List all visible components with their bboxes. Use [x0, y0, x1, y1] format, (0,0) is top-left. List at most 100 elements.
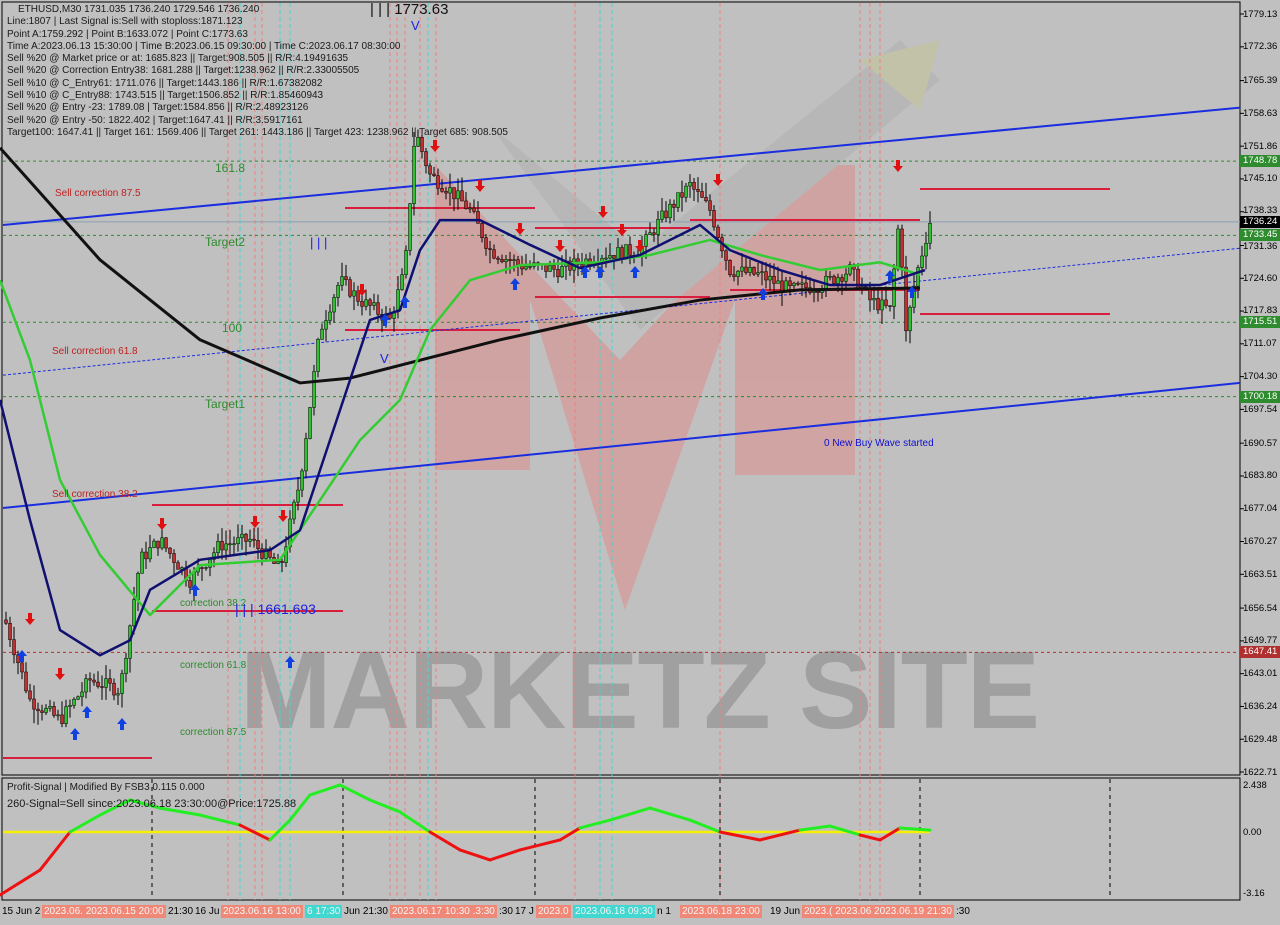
candle-body [424, 151, 428, 167]
candle-body [40, 710, 44, 713]
candle-body [788, 280, 792, 286]
buy-arrow-icon [70, 728, 80, 740]
candle-body [76, 696, 80, 700]
y-tick-label: 1724.60 [1243, 272, 1278, 284]
candle-body [200, 567, 204, 569]
ma-green-line [0, 238, 921, 617]
time-axis-label: :30 [956, 906, 970, 917]
arrow-up-shape [885, 270, 895, 282]
y-tick-label: 1751.86 [1243, 140, 1278, 152]
candle-body [104, 678, 108, 688]
candle-body [240, 533, 244, 538]
sell-arrow-icon [617, 224, 627, 236]
candle-body [484, 237, 488, 249]
arrow-up-shape [285, 656, 295, 668]
y-tick-label: 1629.48 [1243, 733, 1278, 745]
candle-body [656, 219, 660, 235]
indicator-info: Profit-Signal | Modified By FSB3 0.115 0… [7, 780, 296, 812]
sell-arrow-icon [250, 516, 260, 528]
sell-arrow-icon [475, 180, 485, 192]
signal-segment [688, 818, 722, 834]
candle-body [612, 255, 616, 259]
arrow-up-shape [400, 296, 410, 308]
level-price-box: 1647.41 [1240, 646, 1280, 659]
candle-body [108, 678, 112, 684]
buy-arrow-icon [580, 266, 590, 278]
candle-body [776, 280, 780, 284]
candle-body [760, 271, 764, 273]
buy-arrow-icon [285, 656, 295, 668]
candle-body [804, 282, 808, 288]
candle-body [232, 543, 236, 546]
y-tick-label: 1711.07 [1243, 338, 1277, 350]
candle-body [660, 210, 664, 220]
y-tick-label: 1690.57 [1243, 437, 1278, 449]
candle-body [372, 302, 376, 306]
time-axis-label: 16 Ju [195, 906, 220, 917]
chart-annotation: | | | 1661.693 [235, 601, 316, 617]
candle-body [504, 259, 508, 263]
signal-segment [428, 830, 462, 852]
candle-body [608, 255, 612, 259]
info-line: Target100: 1647.41 || Target 161: 1569.4… [7, 126, 508, 138]
candle-body [696, 189, 700, 192]
indicator-signal: 260-Signal=Sell since:2023.06.18 23:30:0… [7, 798, 297, 810]
candle-body [92, 679, 96, 683]
signal-segment [98, 798, 132, 817]
candle-body [704, 197, 708, 202]
candle-body [708, 200, 712, 211]
candle-body [500, 259, 504, 263]
buy-arrow-icon [117, 718, 127, 730]
candle-body [464, 200, 468, 209]
candle-body [884, 299, 888, 306]
candle-body [768, 275, 772, 281]
candle-body [880, 299, 884, 311]
time-axis-label: 2023.06.18 09:30 [573, 905, 655, 918]
candle-body [236, 537, 240, 545]
candle-body [324, 320, 328, 330]
candle-body [568, 260, 572, 271]
y-tick-label: 1704.30 [1243, 371, 1278, 383]
candle-body [904, 266, 908, 332]
signal-segment [158, 806, 202, 817]
candle-body [28, 690, 32, 700]
candle-body [24, 671, 28, 692]
candle-body [616, 247, 620, 259]
candle-body [112, 682, 116, 696]
y-tick-label: 1765.39 [1243, 75, 1278, 87]
candle-body [8, 622, 12, 640]
chart-annotation: V [380, 351, 389, 366]
time-axis-label: 2023.06. 2023.06.15 20:00 [42, 905, 166, 918]
current-price-box: 1736.24 [1240, 215, 1280, 228]
arrow-up-shape [630, 266, 640, 278]
sell-arrow-icon [357, 284, 367, 296]
candle-body [152, 540, 156, 548]
arrow-down-shape [357, 284, 367, 296]
candle-body [168, 547, 172, 554]
candle-body [360, 301, 364, 307]
arrow-up-shape [380, 314, 390, 326]
candle-body [124, 657, 128, 674]
candle-body [652, 232, 656, 235]
buy-arrow-icon [380, 314, 390, 326]
signal-segment [308, 783, 342, 797]
candle-body [472, 207, 476, 212]
sell-arrow-icon [635, 240, 645, 252]
sell-arrow-icon [55, 668, 65, 680]
candle-body [256, 540, 260, 550]
candle-body [204, 567, 208, 569]
candle-body [328, 311, 332, 321]
candle-body [700, 191, 704, 198]
indicator-pane [1, 777, 1241, 901]
candle-body [60, 714, 64, 724]
candle-body [716, 226, 720, 238]
candle-body [292, 501, 296, 520]
candle-body [308, 407, 312, 439]
candle-body [20, 662, 24, 673]
chart-annotation: 0 New Buy Wave started [824, 438, 934, 449]
watermark-text: MARKETZ SITE [240, 629, 1040, 752]
arrow-up-shape [758, 288, 768, 300]
candle-body [924, 242, 928, 257]
